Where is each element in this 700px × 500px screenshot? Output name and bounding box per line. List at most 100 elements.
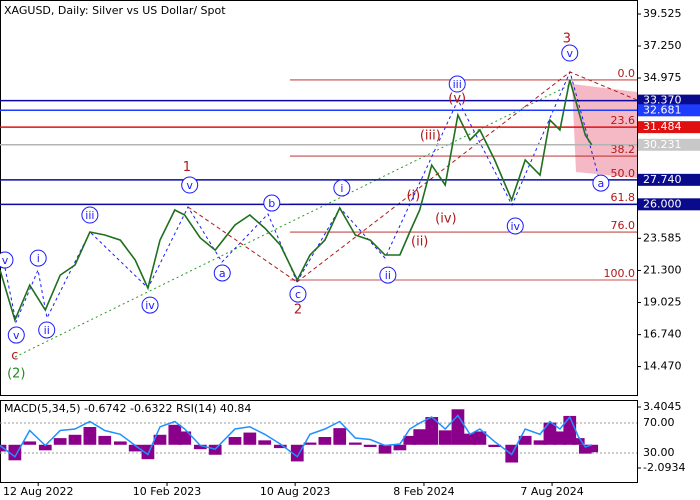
wave-label: i: [340, 182, 343, 195]
level-box: [638, 173, 700, 186]
macd-bar: [403, 435, 417, 445]
wave-circle: [0, 251, 14, 269]
wave-label: 3: [563, 31, 571, 46]
macd-bar: [53, 438, 67, 445]
level-box: [638, 104, 700, 117]
x-tick-label: 8 Feb 2024: [393, 485, 454, 498]
wave-label: b: [268, 197, 275, 210]
fib-label: 23.6: [611, 114, 636, 127]
macd-bar: [571, 438, 585, 445]
wave-label: v: [13, 329, 20, 342]
x-tick-label: 10 Feb 2023: [133, 485, 201, 498]
wave-label: (i): [406, 189, 420, 204]
wave-circle: [29, 249, 47, 267]
y-tick-label: 39.525: [643, 7, 682, 20]
macd-bar: [128, 444, 142, 452]
level-label: 26.000: [643, 197, 682, 210]
x-tick-label: 7 Aug 2024: [520, 485, 583, 498]
macd-bar: [553, 431, 567, 445]
macd-bar: [8, 444, 22, 461]
wave-label: a: [219, 267, 226, 280]
wave-label: ii: [44, 324, 50, 337]
y2-tick-label: 30.00: [643, 446, 675, 459]
y-tick-label: -2.0934: [643, 461, 685, 474]
wave-label: (v): [448, 92, 466, 107]
wave-circle: [81, 206, 99, 224]
level-box: [638, 121, 700, 134]
wave-circle: [448, 75, 466, 93]
x-tick-label: 10 Aug 2023: [260, 485, 330, 498]
wave-label: (ii): [411, 235, 428, 250]
y-tick-label: 34.975: [643, 71, 682, 84]
wave-circle: [379, 266, 397, 284]
wave-label: a: [598, 177, 605, 190]
y-tick-label: 16.740: [643, 328, 682, 341]
y-tick-label: 37.250: [643, 39, 682, 52]
wave-label: v: [567, 47, 574, 60]
level-label: 27.740: [643, 173, 682, 186]
wave-label: iv: [145, 299, 155, 312]
wave-label: (iii): [420, 128, 441, 143]
fib-label: 100.0: [604, 267, 636, 280]
macd-bar: [113, 441, 127, 445]
wave-label: c: [295, 288, 301, 301]
macd-bar: [488, 444, 502, 447]
macd-bar: [363, 444, 377, 447]
wave-circle: [592, 174, 610, 192]
wave-circle: [333, 179, 351, 197]
wave-label: v: [186, 179, 193, 192]
fib-label: 50.0: [611, 167, 636, 180]
macd-bar: [193, 444, 207, 450]
macd-bar: [378, 444, 392, 454]
wave-path: [4, 205, 298, 324]
y-tick-label: 3.4045: [643, 400, 682, 413]
macd-bar: [228, 437, 242, 445]
macd-bar: [243, 432, 257, 445]
wave-circle: [506, 217, 524, 235]
macd-bar: [438, 430, 452, 445]
fib-label: 0.0: [618, 67, 636, 80]
level-label: 32.681: [643, 103, 682, 116]
wave-label: 2: [294, 303, 302, 318]
macd-bar: [290, 444, 304, 462]
wave-circle: [38, 321, 56, 339]
fib-label: 61.8: [611, 191, 636, 204]
wave-circle: [141, 296, 159, 314]
wave-label: i: [37, 252, 40, 265]
projection-zone: [572, 84, 637, 178]
y2-tick-label: 70.00: [643, 416, 675, 429]
wave-label: (iv): [435, 211, 456, 226]
wave-label: iii: [85, 209, 94, 222]
macd-bar: [585, 444, 599, 453]
fib-label: 76.0: [611, 219, 636, 232]
x-tick-label: 12 Aug 2022: [3, 485, 73, 498]
rsi-line: [0, 414, 592, 458]
wave-label: 1: [183, 160, 191, 175]
macd-bar: [463, 433, 477, 445]
macd-bar: [273, 444, 287, 449]
wave-path: [187, 206, 298, 283]
wave-label: iv: [510, 220, 520, 233]
wave-label: iii: [453, 78, 462, 91]
fib-label: 38.2: [611, 143, 636, 156]
macd-bar: [425, 417, 439, 445]
y-tick-label: 23.585: [643, 231, 682, 244]
macd-bar: [23, 441, 37, 445]
main-panel: [0, 0, 638, 396]
level-label: 33.370: [643, 94, 682, 107]
macd-bar: [393, 444, 407, 451]
wave-circle: [289, 285, 307, 303]
macd-bar: [333, 428, 347, 445]
wave-circle: [213, 264, 231, 282]
y-tick-label: 14.470: [643, 360, 682, 373]
price-line: [0, 79, 593, 323]
macd-bar: [258, 440, 272, 445]
wave-path: [296, 71, 638, 283]
level-label: 30.231: [643, 138, 682, 151]
level-box: [638, 138, 700, 151]
macd-bar: [543, 422, 557, 445]
wave-circle: [561, 44, 579, 62]
macd-bar: [68, 434, 82, 445]
macd-bar: [178, 431, 192, 445]
